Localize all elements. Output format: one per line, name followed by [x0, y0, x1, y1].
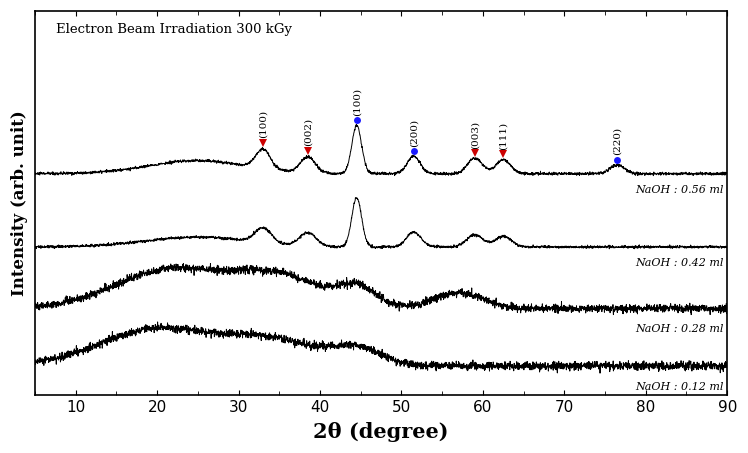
Text: (111): (111)	[499, 121, 508, 149]
Text: (200): (200)	[409, 119, 418, 147]
Text: NaOH : 0.28 ml: NaOH : 0.28 ml	[635, 324, 723, 334]
Text: (002): (002)	[304, 118, 313, 146]
X-axis label: 2θ (degree): 2θ (degree)	[313, 422, 449, 442]
Text: NaOH : 0.56 ml: NaOH : 0.56 ml	[635, 185, 723, 195]
Text: NaOH : 0.12 ml: NaOH : 0.12 ml	[635, 382, 723, 392]
Text: NaOH : 0.42 ml: NaOH : 0.42 ml	[635, 258, 723, 268]
Text: (100): (100)	[259, 110, 268, 139]
Text: Electron Beam Irradiation 300 kGy: Electron Beam Irradiation 300 kGy	[56, 23, 292, 36]
Text: (100): (100)	[352, 88, 361, 116]
Text: (220): (220)	[613, 127, 622, 155]
Y-axis label: Intensity (arb. unit): Intensity (arb. unit)	[11, 110, 28, 296]
Text: (003): (003)	[470, 120, 479, 149]
